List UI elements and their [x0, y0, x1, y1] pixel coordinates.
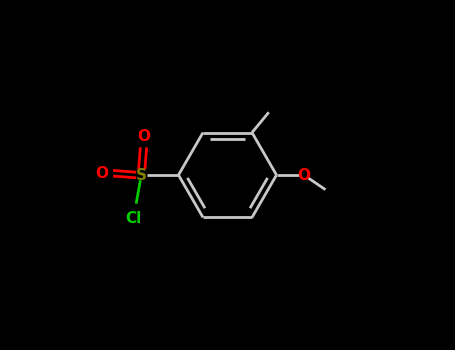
- Text: O: O: [297, 168, 310, 182]
- Text: Cl: Cl: [126, 211, 142, 225]
- Text: O: O: [137, 129, 150, 144]
- Text: S: S: [136, 168, 147, 182]
- Text: O: O: [96, 166, 108, 181]
